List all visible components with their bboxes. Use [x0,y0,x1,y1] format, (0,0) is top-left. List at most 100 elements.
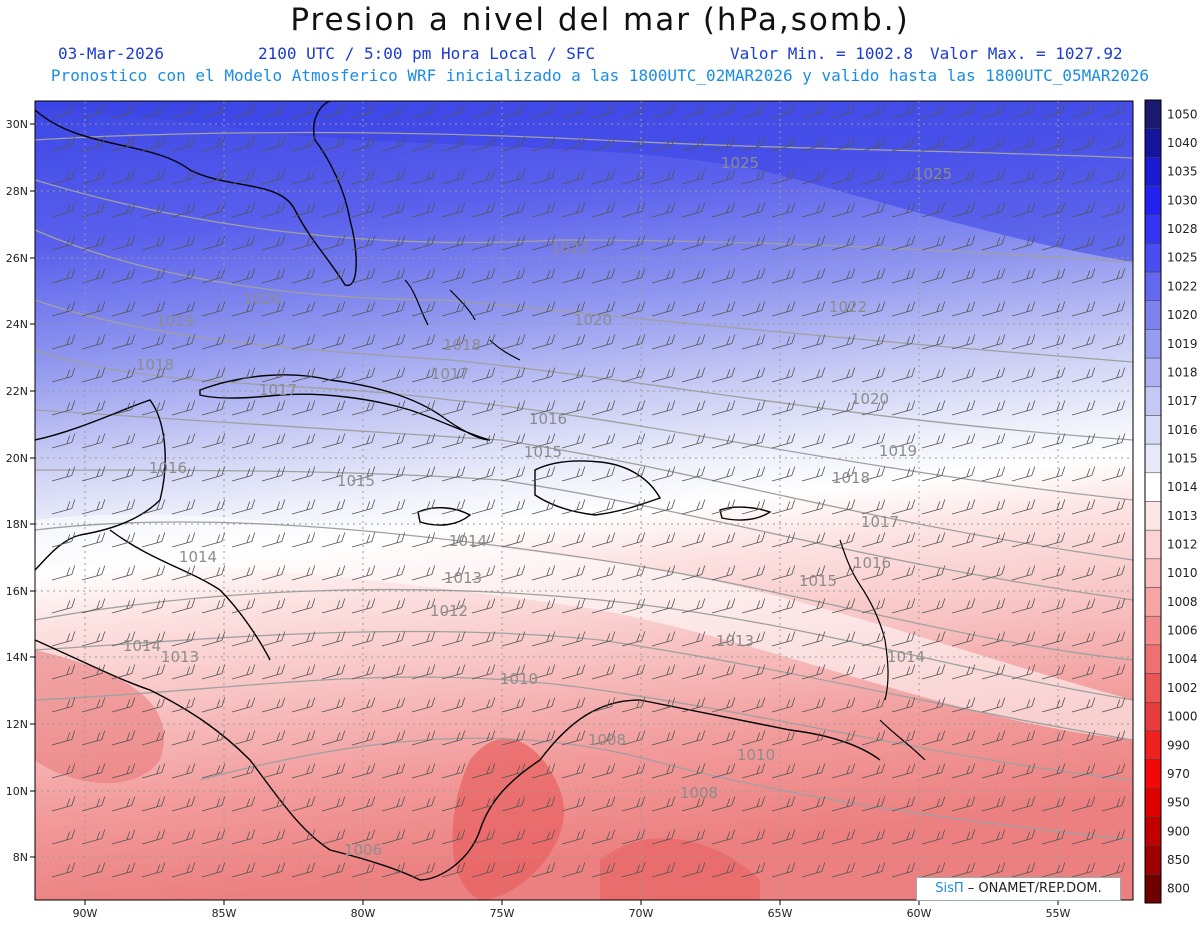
wind-barb [81,871,102,878]
wind-barb-flag [936,270,941,279]
wind-barb-flag [311,334,316,344]
wind-barb-flag [101,565,106,575]
wind-barb-flag [821,697,826,707]
wind-barb [711,244,732,251]
wind-barb [1011,706,1032,713]
wind-barb-flag [941,631,946,641]
wind-barb-flag [66,138,71,147]
wind-barb-flag [1086,270,1091,279]
wind-barb-flag [66,336,71,345]
min-value: Valor Min. = 1002.8 [730,44,914,63]
wind-barb-flag [756,105,761,114]
wind-barb [171,640,192,647]
wind-barb [831,640,852,647]
wind-barb-flag [251,796,256,806]
wind-barb-flag [491,730,496,740]
wind-barb-flag [516,105,521,114]
wind-barb [471,838,492,845]
colorbar-swatch [1144,845,1162,875]
wind-barb-flag [546,600,551,609]
wind-barb-flag [276,831,281,840]
wind-barb-flag [666,171,671,180]
wind-barb [561,145,582,152]
wind-barb-flag [606,138,611,147]
wind-barb-flag [461,301,466,311]
wind-barb-flag [1116,270,1121,279]
wind-barb [501,772,522,779]
wind-barb-flag [821,136,826,146]
wind-barb-flag [1116,864,1121,873]
wind-barb-flag [156,204,161,213]
wind-barb [411,805,432,812]
wind-barb-flag [191,862,196,872]
wind-barb-flag [246,336,251,345]
wind-barb-flag [1056,336,1061,345]
wind-barb [351,310,372,317]
wind-barb-flag [636,435,641,444]
wind-barb-flag [1086,699,1091,708]
wind-barb-flag [341,697,346,707]
wind-barb-flag [246,798,251,807]
wind-barb-flag [881,268,886,278]
wind-barb [891,508,912,515]
wind-barb-flag [516,501,521,510]
wind-barb [741,508,762,515]
wind-barb-flag [221,598,226,608]
wind-barb-flag [71,763,76,773]
wind-barb-flag [521,796,526,806]
wind-barb-flag [761,598,766,608]
wind-barb-flag [101,829,106,839]
wind-barb-flag [581,169,586,179]
wind-barb-flag [941,796,946,806]
wind-barb-flag [66,831,71,840]
wind-barb [951,211,972,218]
wind-barb-flag [456,600,461,609]
wind-barb-flag [881,862,886,872]
wind-barb [921,772,942,779]
wind-barb-flag [576,270,581,279]
wind-barb [801,739,822,746]
wind-barb-flag [581,664,586,674]
wind-barb-flag [156,831,161,840]
wind-barb-flag [701,334,706,344]
wind-barb-flag [911,169,916,179]
wind-barb-flag [341,598,346,608]
colorbar-label: 1022 [1167,279,1198,293]
wind-barb-flag [791,466,796,476]
wind-barb [141,640,162,647]
wind-barb-flag [966,732,971,741]
wind-barb [831,376,852,383]
wind-barb-flag [426,666,431,675]
wind-barb-flag [756,864,761,873]
wind-barb-flag [726,171,731,180]
wind-barb [861,409,882,416]
wind-barb [1011,277,1032,284]
wind-barb-flag [881,400,886,410]
wind-barb-flag [191,829,196,839]
wind-barb-flag [366,336,371,345]
wind-barb-flag [516,270,521,279]
wind-barb-flag [851,697,856,707]
wind-barb-flag [876,369,881,378]
wind-barb-flag [1026,138,1031,147]
wind-barb [141,310,162,317]
wind-barb-flag [546,831,551,840]
wind-barb-flag [756,501,761,510]
wind-barb-flag [71,367,76,377]
wind-barb-flag [1061,862,1066,872]
wind-barb [651,739,672,746]
wind-barb-flag [131,862,136,872]
wind-barb [1011,442,1032,449]
wind-barb [891,442,912,449]
colorbar-swatch [1144,300,1162,330]
wind-barb-flag [311,565,316,575]
wind-barb-flag [96,303,101,312]
wind-barb-flag [731,862,736,872]
wind-barb-flag [611,697,616,707]
wind-barb-flag [936,369,941,378]
wind-barb [51,145,72,152]
isobar-label: 1020 [851,390,889,408]
wind-barb-flag [311,136,316,146]
wind-barb-flag [636,237,641,246]
colorbar-swatch [1144,644,1162,674]
